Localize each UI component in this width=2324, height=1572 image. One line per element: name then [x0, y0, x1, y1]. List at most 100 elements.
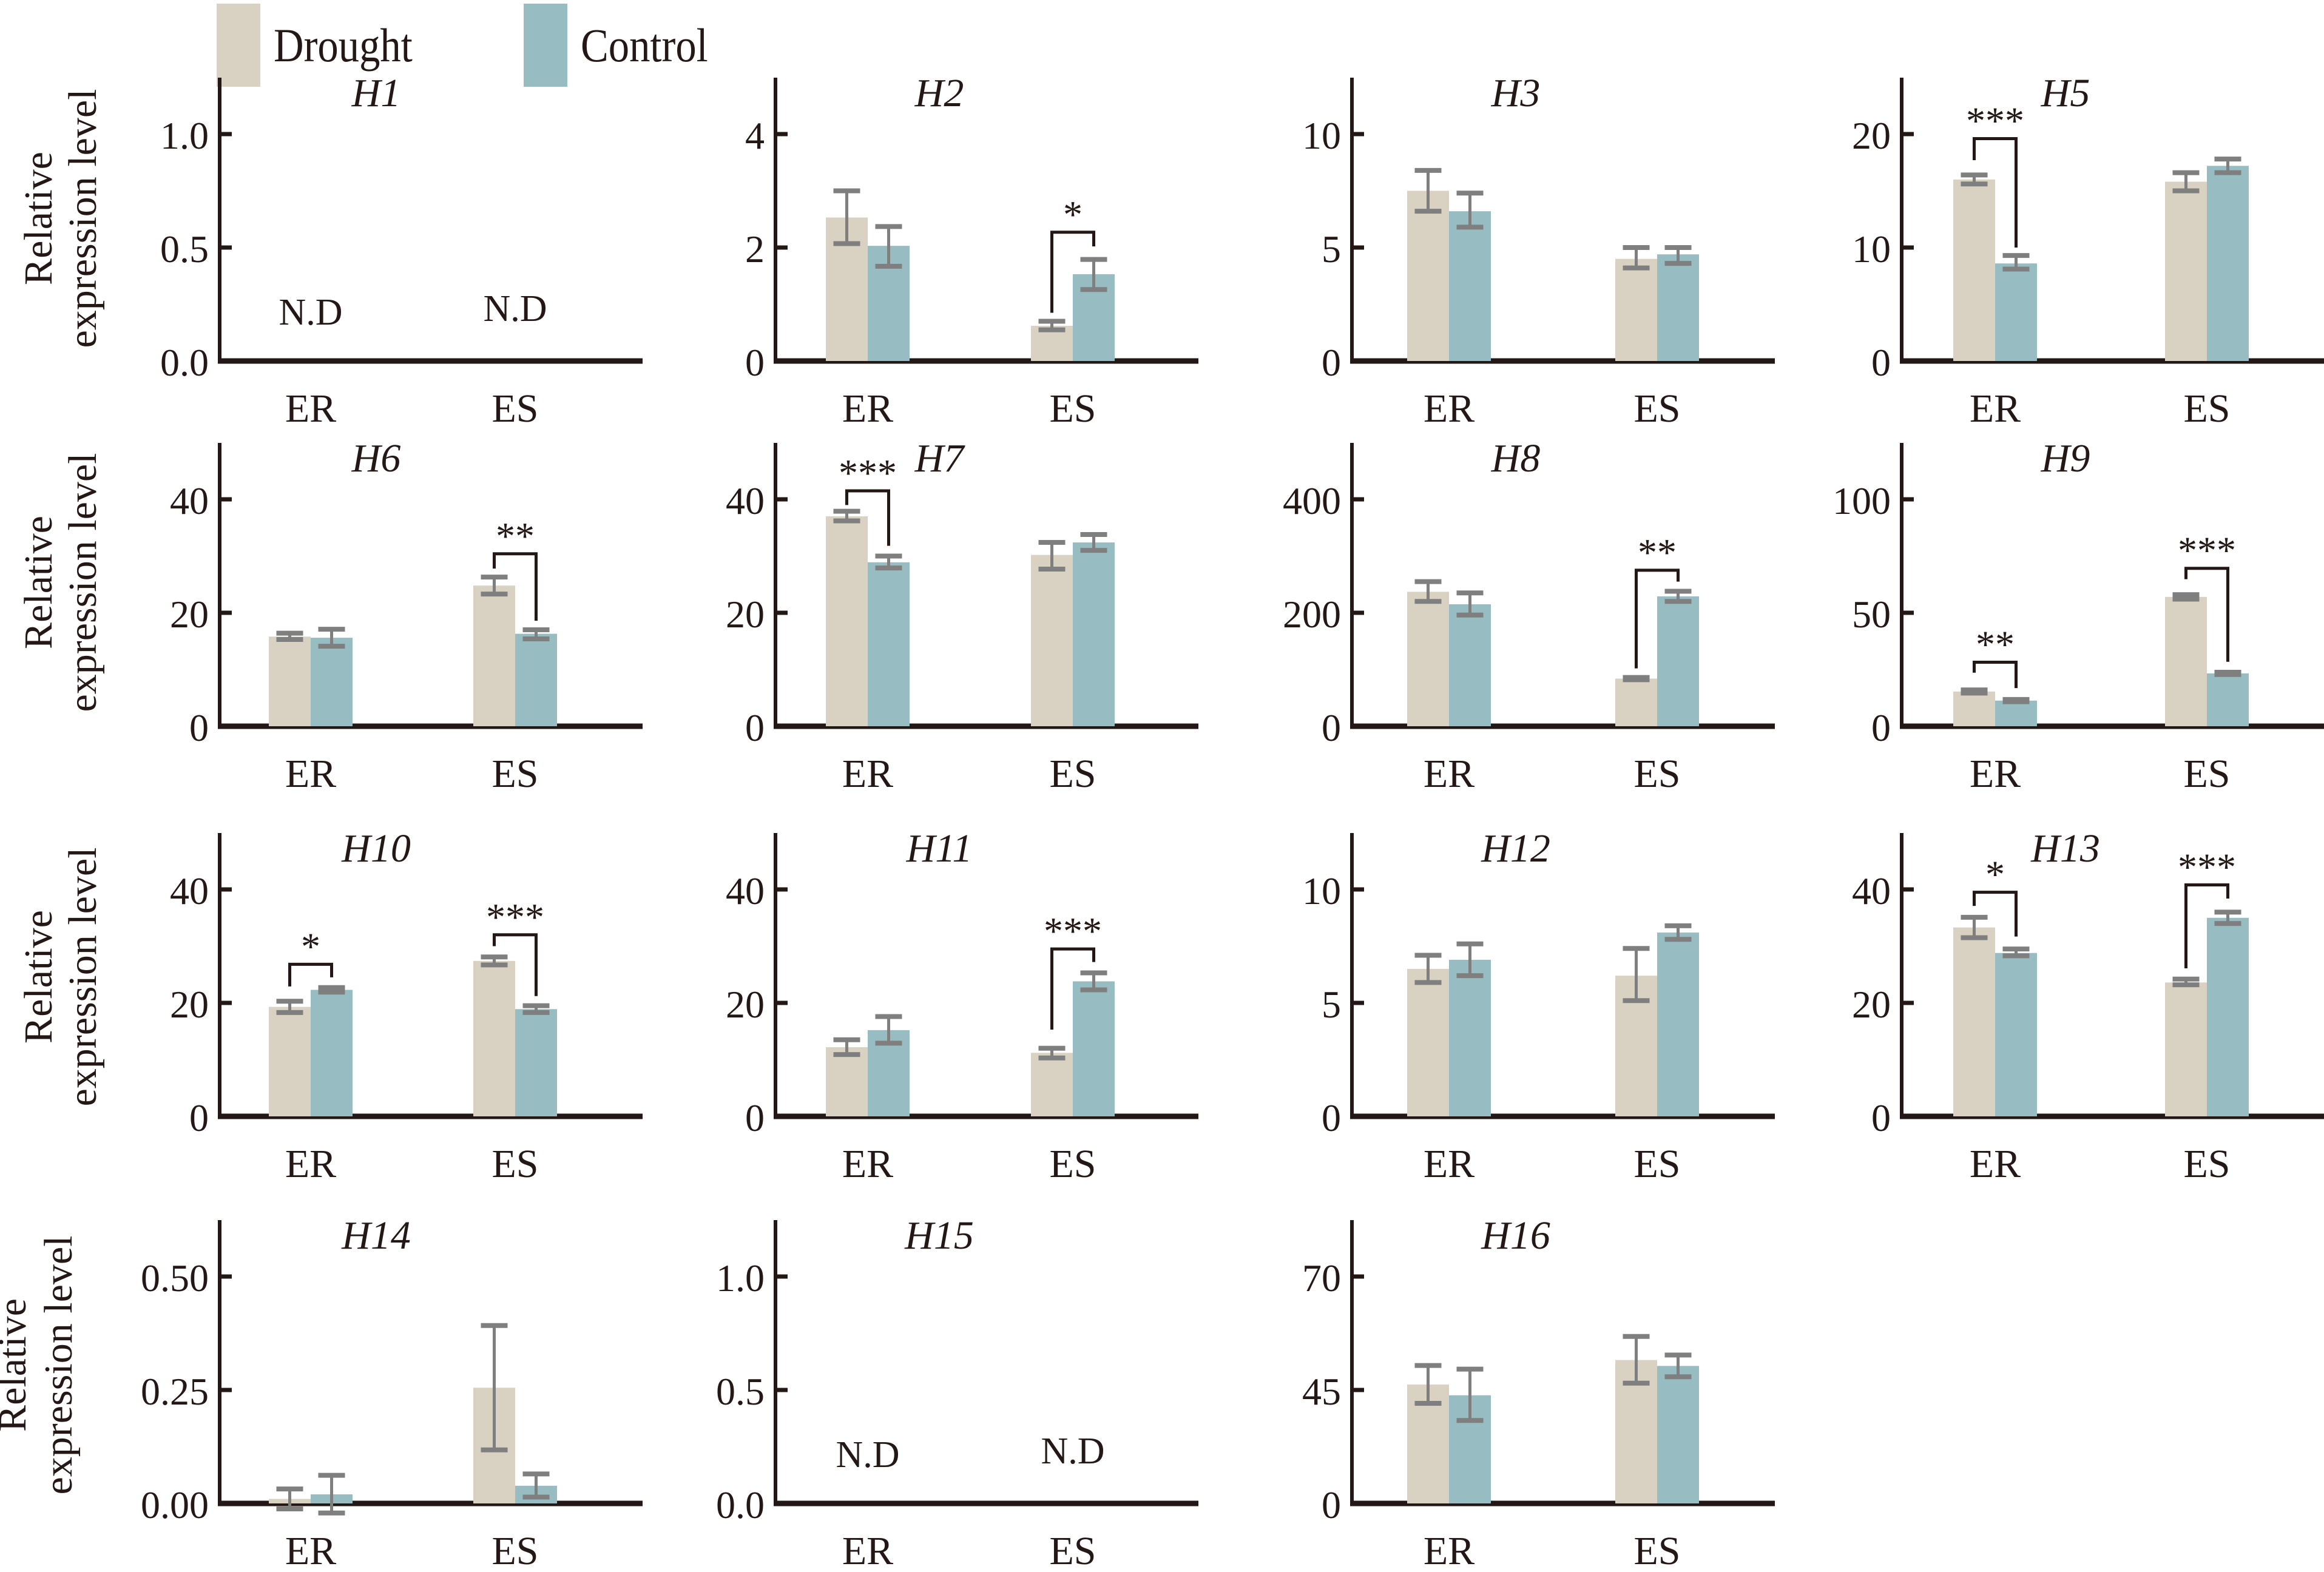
legend-item-drought: Drought [217, 4, 431, 87]
y-axis-title-line-2: expression level [61, 89, 105, 348]
h9-significance-bracket [2184, 567, 2229, 662]
h6-significance-bracket [493, 552, 538, 621]
h10-bar-control-es [515, 1009, 557, 1116]
legend-label-control: Control [581, 18, 708, 72]
h14-y-tick-label: 0.00 [141, 1483, 209, 1526]
h5-bar-drought-es [2165, 181, 2207, 361]
h2-y-tick-label: 0 [745, 341, 765, 384]
h1-not-detected-label: N.D [279, 292, 342, 333]
legend-swatch-control [524, 4, 567, 87]
y-axis-title-line-2: expression level [61, 847, 105, 1106]
h5-bar-control-es [2207, 166, 2249, 361]
h8-bar-drought-es [1615, 678, 1657, 726]
h16-category-label-es: ES [1633, 1529, 1680, 1572]
h15-not-detected-label: N.D [836, 1434, 899, 1476]
h1-title: H1 [351, 71, 401, 115]
h7-bar-drought-er [826, 516, 868, 726]
h3-category-label-er: ER [1424, 386, 1474, 431]
h13-title: H13 [2030, 826, 2100, 871]
h11-y-tick-label: 20 [726, 983, 765, 1026]
h9-y-tick-label: 100 [1833, 479, 1891, 522]
h15-category-label-es: ES [1049, 1529, 1096, 1572]
h12-y-tick-label: 5 [1322, 983, 1341, 1026]
h16-category-label-er: ER [1424, 1529, 1474, 1572]
h10-y-tick-label: 0 [189, 1096, 209, 1139]
h10-y-tick-label: 20 [170, 983, 209, 1026]
h12-bar-drought-er [1407, 968, 1449, 1116]
h13-category-label-es: ES [2183, 1142, 2230, 1186]
h9-category-label-er: ER [1970, 752, 2021, 796]
h2-significance-bracket [1050, 231, 1095, 313]
h10-significance-label: * [301, 925, 320, 968]
h3-category-label-es: ES [1633, 386, 1680, 431]
h8-y-tick-label: 0 [1322, 706, 1341, 749]
legend: Drought Control [0, 0, 2324, 91]
h2-title: H2 [914, 71, 964, 115]
h10-title: H10 [341, 826, 411, 871]
legend-swatch-drought [217, 4, 260, 87]
h3-bar-drought-es [1615, 258, 1657, 361]
h6-significance-label: ** [496, 514, 535, 558]
h7-y-tick-label: 40 [726, 479, 765, 522]
h10-significance-bracket [493, 933, 538, 996]
h1-not-detected-label: N.D [483, 288, 547, 329]
h16-title: H16 [1481, 1213, 1550, 1258]
h3-y-tick-label: 0 [1322, 341, 1341, 384]
h13-y-tick-label: 40 [1852, 869, 1891, 913]
h9-title: H9 [2041, 436, 2090, 481]
legend-item-control: Control [524, 4, 725, 87]
h14-category-label-er: ER [285, 1529, 336, 1572]
h2-significance-label: * [1063, 193, 1083, 236]
h11-category-label-es: ES [1049, 1142, 1096, 1186]
h7-category-label-es: ES [1049, 752, 1096, 796]
h13-bar-drought-es [2165, 982, 2207, 1116]
h16-y-tick-label: 70 [1302, 1257, 1341, 1300]
h11-title: H11 [906, 826, 973, 871]
y-axis-title-line-1: Relative [16, 516, 61, 649]
h7-bar-control-es [1073, 542, 1115, 726]
h7-significance-label: *** [839, 451, 897, 494]
h13-significance-bracket [1973, 891, 2018, 937]
h12-category-label-es: ES [1633, 1142, 1680, 1186]
h5-significance-bracket [1973, 137, 2018, 248]
h6-bar-drought-er [269, 636, 311, 726]
h3-title: H3 [1491, 71, 1541, 115]
h6-category-label-es: ES [491, 752, 538, 796]
h15-not-detected-label: N.D [1041, 1431, 1104, 1472]
h5-y-tick-label: 0 [1871, 341, 1891, 384]
h13-significance-label: * [1985, 853, 2005, 896]
h14-title: H14 [341, 1213, 411, 1258]
y-axis-title-line-2: expression level [61, 453, 105, 712]
h9-bar-control-er [1995, 700, 2037, 726]
h8-y-tick-label: 400 [1283, 479, 1341, 522]
h12-title: H12 [1481, 826, 1550, 871]
h2-y-tick-label: 4 [745, 114, 765, 157]
h5-category-label-es: ES [2183, 386, 2230, 431]
h7-y-tick-label: 20 [726, 593, 765, 636]
h6-y-tick-label: 40 [170, 479, 209, 522]
h13-y-tick-label: 0 [1871, 1096, 1891, 1139]
h7-bar-drought-es [1031, 555, 1073, 726]
h5-y-tick-label: 10 [1852, 228, 1891, 271]
h10-bar-drought-er [269, 1007, 311, 1116]
h9-bar-drought-er [1953, 691, 1995, 726]
y-axis-title-line-1: Relative [16, 910, 61, 1044]
h3-y-tick-label: 10 [1302, 114, 1341, 157]
h13-category-label-er: ER [1970, 1142, 2021, 1186]
h13-bar-control-er [1995, 953, 2037, 1116]
h1-category-label-es: ES [491, 386, 538, 431]
h3-y-tick-label: 5 [1322, 228, 1341, 271]
h7-bar-control-er [868, 562, 910, 726]
y-axis-title-line-2: expression level [36, 1235, 81, 1494]
h11-bar-control-es [1073, 981, 1115, 1116]
h10-y-tick-label: 40 [170, 869, 209, 913]
h9-category-label-es: ES [2183, 752, 2230, 796]
h12-bar-control-es [1657, 933, 1699, 1116]
h5-title: H5 [2041, 71, 2090, 115]
h10-significance-bracket [288, 962, 333, 987]
h11-y-tick-label: 0 [745, 1096, 765, 1139]
h8-significance-label: ** [1638, 531, 1677, 574]
h13-y-tick-label: 20 [1852, 983, 1891, 1026]
h1-y-tick-label: 1.0 [160, 114, 209, 157]
